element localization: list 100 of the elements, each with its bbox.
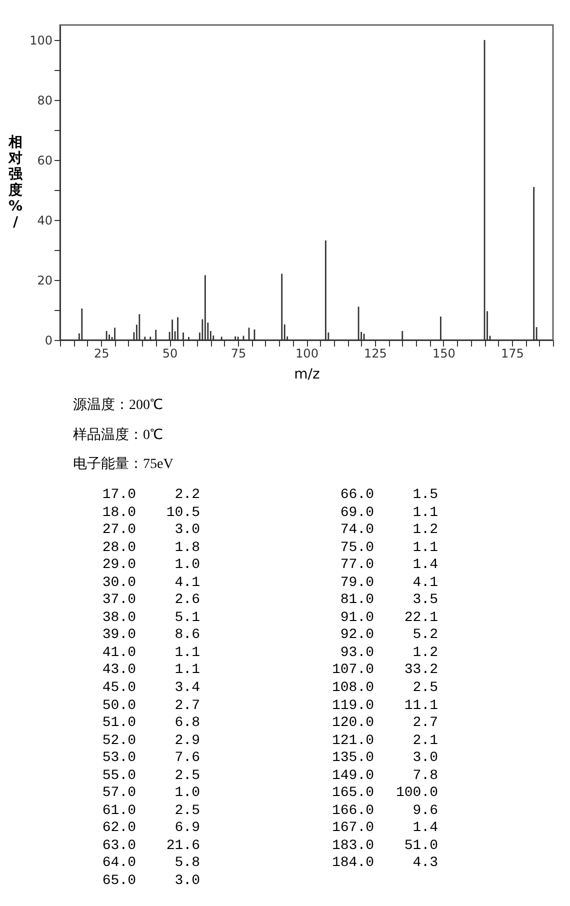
text: 149.0 [330,768,374,784]
text: 51.0 [101,715,136,732]
y-tick-label: 100 [30,34,52,48]
text: 166.0 [330,802,374,819]
text: 4.1 [174,574,200,591]
text: 5.1 [174,610,200,626]
text: 55.0 [101,768,136,784]
x-tick-label: 175 [500,346,524,360]
text: 7.8 [412,768,438,784]
text: 1.4 [412,557,438,574]
text: 2.1 [412,732,438,749]
text: 135.0 [330,750,374,766]
text: 10.5 [166,504,200,521]
text: 74.0 [339,522,374,538]
text: 43.0 [101,662,136,678]
text: 93.0 [339,644,374,661]
text: 5.2 [412,627,438,644]
x-tick-label: 100 [296,346,318,360]
y-axis-title: 相对强度%/ [8,134,24,230]
text: 61.0 [101,802,136,819]
x-tick-label: 150 [432,346,456,360]
text: 38.0 [101,610,136,626]
text: 107.0 [330,662,374,678]
text: 2.7 [412,715,438,732]
text: 1.4 [412,820,438,836]
text: 45.0 [101,680,136,696]
text: 53.0 [101,750,136,766]
text: 3.5 [412,592,438,608]
text: 11.1 [404,698,438,714]
text: 119.0 [330,698,374,714]
text: 52.0 [101,732,136,749]
text: 167.0 [330,820,374,836]
text: 92.0 [339,627,374,644]
text: 8.6 [174,627,200,644]
x-tick-label: 25 [94,346,110,360]
text: 33.2 [404,662,438,678]
text: 22.1 [404,610,438,626]
text: 29.0 [101,557,136,574]
x-tick-label: 75 [230,346,246,360]
text: 108.0 [330,680,374,696]
text: 184.0 [330,855,374,872]
y-tick-label: 20 [37,274,52,288]
text: 81.0 [339,592,374,608]
text: 2.5 [174,802,200,819]
text: 2.2 [174,487,200,503]
text: 28.0 [101,540,136,556]
x-axis-title: m/z [294,366,320,382]
text: 37.0 [101,592,136,608]
text: 2.7 [174,698,200,714]
text: 75.0 [339,540,374,556]
y-tick-label: 60 [37,154,52,168]
text: 91.0 [339,610,374,626]
text: 1.2 [412,522,438,538]
text: 3.0 [412,750,438,766]
text: 1.1 [412,540,438,556]
text: 6.9 [174,820,200,836]
text: 3.0 [174,873,200,890]
text: 63.0 [101,838,136,854]
text: 9.6 [412,802,438,819]
y-tick-label: 0 [44,334,52,348]
text: 121.0 [330,732,374,749]
text: 51.0 [404,838,438,854]
text: 69.0 [339,504,374,521]
text: 1.1 [174,644,200,661]
text: 1.5 [412,487,438,503]
text: 17.0 [101,487,136,503]
text: 65.0 [101,873,136,890]
text: 1.8 [174,540,200,556]
text: 100.0 [396,785,438,802]
text: 64.0 [101,855,136,872]
text: 50.0 [101,698,136,714]
text: 183.0 [330,838,374,854]
y-tick-label: 80 [37,94,52,108]
text: 电子能量：75eV [73,456,174,474]
text: 4.3 [412,855,438,872]
x-tick-label: 50 [162,346,178,360]
text: 1.2 [412,644,438,661]
text: 1.0 [174,785,200,802]
text: 2.5 [412,680,438,696]
x-tick-label: 125 [364,346,387,360]
text: 120.0 [330,715,374,732]
text: 4.1 [412,574,438,591]
text: 27.0 [101,522,136,538]
text: 样品温度：0℃ [73,426,164,444]
text: 2.6 [174,592,200,608]
text: 21.6 [166,838,200,854]
text: 1.0 [174,557,200,574]
text: 77.0 [339,557,374,574]
text: 18.0 [101,504,136,521]
text: 3.0 [174,522,200,538]
text: 41.0 [101,644,136,661]
text: 62.0 [101,820,136,836]
text: 2.5 [174,768,200,784]
text: 165.0 [330,785,374,802]
text: 源温度：200℃ [73,396,164,415]
text: 57.0 [101,785,136,802]
text: 39.0 [101,627,136,644]
text: 30.0 [101,574,136,591]
text: 3.4 [174,680,200,696]
text: 79.0 [339,574,374,591]
